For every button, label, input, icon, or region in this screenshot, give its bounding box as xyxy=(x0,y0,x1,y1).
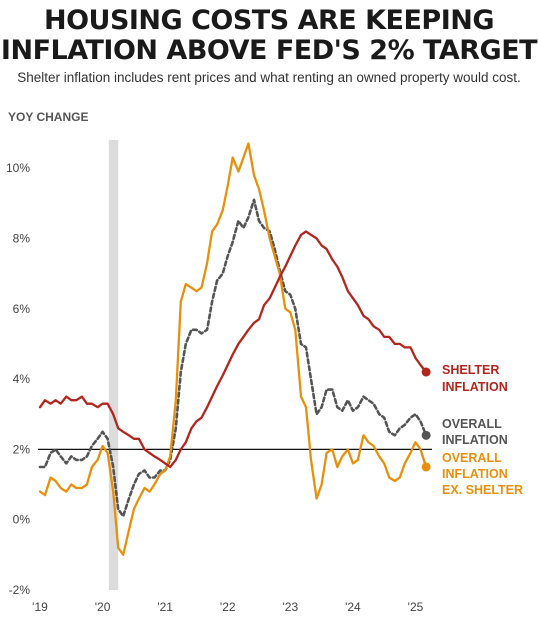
y-tick-label: 10% xyxy=(6,161,30,175)
x-tick-label: '19 xyxy=(32,600,48,614)
chart-title-line-2: INFLATION ABOVE FED'S 2% TARGET xyxy=(0,35,538,66)
series-label-2: EX. SHELTER xyxy=(442,483,523,497)
x-tick-label: '25 xyxy=(408,600,424,614)
y-tick-label: 8% xyxy=(13,231,31,245)
series-end-dot-0 xyxy=(421,367,431,377)
series-line-2 xyxy=(38,142,428,556)
y-tick-label: 6% xyxy=(13,302,31,316)
recession-band xyxy=(108,140,119,590)
y-axis-label: YOY CHANGE xyxy=(8,110,89,124)
series-label-1: INFLATION xyxy=(442,433,508,447)
series-label-0: INFLATION xyxy=(442,380,508,394)
chart-subtitle: Shelter inflation includes rent prices a… xyxy=(17,70,521,85)
series-label-0: SHELTER xyxy=(442,363,499,377)
series-end-dot-2 xyxy=(421,462,431,472)
series-line-1 xyxy=(38,198,428,518)
series-label-2: OVERALL xyxy=(442,451,502,465)
x-tick-label: '23 xyxy=(283,600,299,614)
y-tick-label: -2% xyxy=(9,583,31,597)
series-label-1: OVERALL xyxy=(442,417,502,431)
series-line-0 xyxy=(38,230,428,469)
y-tick-label: 2% xyxy=(13,442,31,456)
chart-title: HOUSING COSTS ARE KEEPING INFLATION ABOV… xyxy=(0,6,538,66)
series-label-2: INFLATION xyxy=(442,467,508,481)
x-tick-label: '24 xyxy=(345,600,361,614)
y-tick-label: 4% xyxy=(13,372,31,386)
series-end-dot-1 xyxy=(421,430,431,440)
x-tick-label: '20 xyxy=(95,600,111,614)
x-tick-label: '22 xyxy=(220,600,236,614)
x-tick-label: '21 xyxy=(157,600,173,614)
chart-title-line-1: HOUSING COSTS ARE KEEPING xyxy=(43,5,495,36)
y-tick-label: 0% xyxy=(13,513,31,527)
